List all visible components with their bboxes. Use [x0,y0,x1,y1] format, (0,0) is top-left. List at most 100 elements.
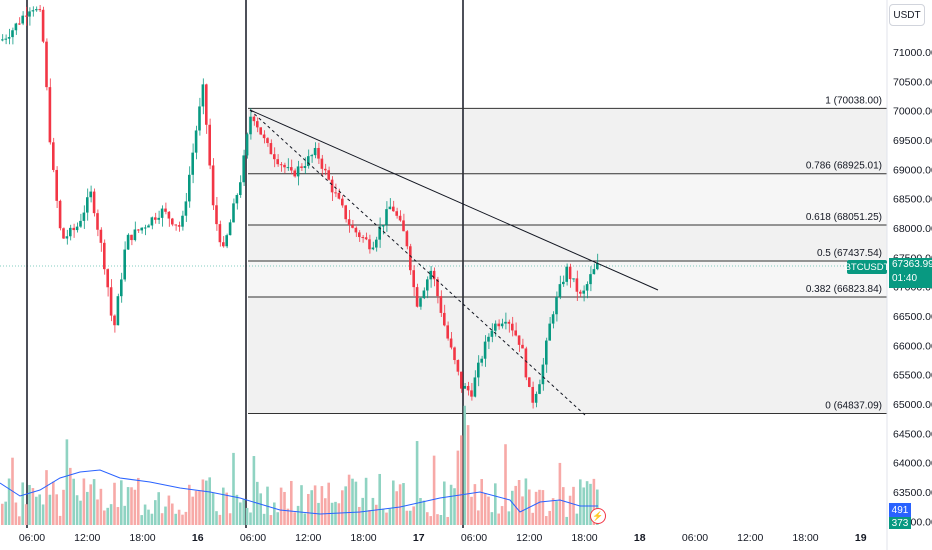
candle-body [388,206,392,210]
trend-lines[interactable] [249,109,659,416]
vertical-lines[interactable] [26,0,464,528]
candle-body [460,371,463,389]
volume-bar [463,405,466,525]
candle-body [361,237,364,239]
volume-bar [579,479,582,525]
price-tick-label: 64500.00 [893,428,932,440]
time-tick-label: 06:00 [682,532,708,544]
volume-bar [99,488,103,525]
currency-label[interactable]: USDT [889,4,925,26]
volume-bar [307,493,310,525]
candle-body [154,217,157,220]
fib-level-label: 0 (64837.09) [825,401,882,412]
volume-bar [534,491,538,525]
volume-bar [164,506,167,525]
volume-bar [72,478,75,525]
candle-body [579,291,582,294]
volume-bar [232,452,235,525]
volume-bar [171,503,174,525]
price-tick-label: 70000.00 [893,106,932,118]
volume-ma-tag: 491 [889,503,911,517]
volume-bar [541,490,545,525]
volume-bar [147,509,150,525]
time-tick-label: 06:00 [19,532,45,544]
volume-bar [500,506,504,525]
candle-body [11,30,14,38]
volume-bar [120,480,123,525]
candle-body [103,242,106,270]
fib-level-label: 0.618 (68051.25) [806,212,882,223]
time-tick-label: 17 [413,532,425,544]
candle-body [18,23,21,25]
volume-bar [201,479,205,525]
volume-bar [347,474,351,525]
candle-body [555,296,558,315]
candle-body [235,194,239,204]
candle-body [157,217,160,220]
candle-body [497,323,500,327]
volume-bar [14,502,18,525]
candle-body [72,227,75,231]
time-tick-label: 18:00 [571,532,597,544]
candle-body [456,360,460,372]
fib-retracement[interactable]: 1 (70038.00) 0.786 (68925.01) 0.618 (68051… [248,95,887,415]
volume-bar [35,496,38,525]
volume-bar [504,444,507,525]
time-axis[interactable]: 06:00 12:00 18:00 16 06:00 12:00 18:00 17 06:00 1… [19,532,867,544]
time-tick-label: 12:00 [737,532,763,544]
volume-bar [222,487,225,525]
last-price-tag: 67363.99 01:40 [889,258,932,288]
time-tick-label: 12:00 [74,532,100,544]
volume-bar [477,510,480,525]
volume-bar [392,480,395,525]
candles [1,4,599,409]
volume-bar [395,491,398,525]
candle-body [62,228,65,239]
volume-bar [239,502,242,525]
volume-bar [252,456,256,525]
volume-bar [514,485,517,525]
price-tick-label: 69000.00 [893,164,932,176]
volume-bar [296,505,300,525]
candle-body [412,270,415,288]
flash-icon[interactable]: ⚡ [590,508,606,524]
volume-bar [140,515,143,525]
volume-bar [269,515,273,525]
volume-bar [174,513,177,525]
volume-bars [0,405,599,525]
candle-body [171,218,174,225]
volume-ma-line [0,469,598,515]
volume-bar [86,491,89,525]
volume-bar [205,480,208,525]
volume-bar [422,500,426,525]
volume-bar [344,486,347,525]
volume-bar [341,490,344,525]
volume-bar [446,516,449,525]
candle-body [242,155,245,183]
candle-body [419,298,422,307]
candle-body [514,330,517,336]
candle-body [45,41,48,88]
candle-body [375,239,378,248]
volume-bar [568,495,572,525]
candle-body [443,312,446,326]
volume-bar [364,477,368,525]
price-axis[interactable]: 71000.00 70500.00 70000.00 69500.00 69000.00… [886,0,932,550]
candle-body [446,325,449,339]
candle-body [545,340,548,365]
candle-body [334,192,337,194]
volume-bar [48,494,52,525]
candle-body [473,377,477,397]
candle-body [330,179,334,193]
candle-body [130,234,133,241]
candle-body [259,127,262,135]
time-tick-label: 18:00 [350,532,376,544]
volume-bar [133,489,137,525]
candle-body [1,39,4,41]
volume-bar [259,493,262,525]
volume-bar [310,490,313,525]
candle-body [436,279,439,297]
candle-body [483,341,487,359]
